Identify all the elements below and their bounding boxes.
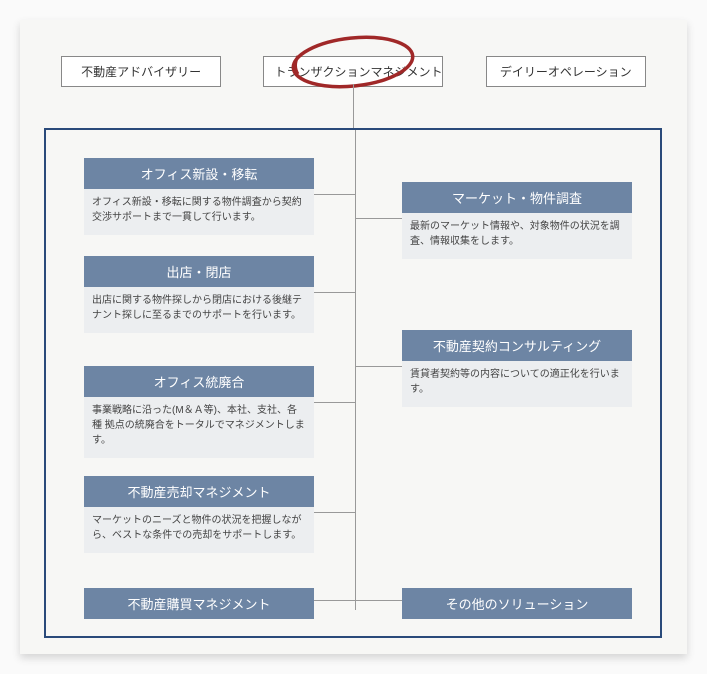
card-consolidation: オフィス統廃合 事業戦略に沿った(M＆Ａ等)、本社、支社、各種 拠点の統廃合をト… <box>84 366 314 458</box>
card-body: 最新のマーケット情報や、対象物件の状況を調査、情報収集をします。 <box>402 213 632 259</box>
connector <box>314 292 355 293</box>
card-other-solutions: その他のソリューション <box>402 588 632 619</box>
connector <box>353 84 354 128</box>
card-contract-consulting: 不動産契約コンサルティング 賃貸者契約等の内容についての適正化を行います。 <box>402 330 632 407</box>
connector <box>314 402 355 403</box>
card-purchase-mgmt: 不動産購買マネジメント <box>84 588 314 619</box>
card-body: 事業戦略に沿った(M＆Ａ等)、本社、支社、各種 拠点の統廃合をトータルでマネジメ… <box>84 397 314 458</box>
card-body: 賃貸者契約等の内容についての適正化を行います。 <box>402 361 632 407</box>
card-body: マーケットのニーズと物件の状況を把握しながら、ベストな条件での売却をサポートしま… <box>84 507 314 553</box>
connector <box>355 600 402 601</box>
card-title: オフィス統廃合 <box>84 366 314 397</box>
card-office-new: オフィス新設・移転 オフィス新設・移転に関する物件調査から契約交渉サポートまで一… <box>84 158 314 235</box>
main-container: オフィス新設・移転 オフィス新設・移転に関する物件調査から契約交渉サポートまで一… <box>44 128 662 638</box>
card-market-research: マーケット・物件調査 最新のマーケット情報や、対象物件の状況を調査、情報収集をし… <box>402 182 632 259</box>
connector <box>314 512 355 513</box>
connector <box>314 600 355 601</box>
diagram-canvas: 不動産アドバイザリー トランザクションマネジメント デイリーオペレーション オフ… <box>20 20 687 654</box>
tab-advisory: 不動産アドバイザリー <box>61 56 221 87</box>
card-body: 出店に関する物件探しから閉店における後継テナント探しに至るまでのサポートを行いま… <box>84 287 314 333</box>
connector <box>355 366 402 367</box>
tab-transaction: トランザクションマネジメント <box>263 56 443 87</box>
card-open-close: 出店・閉店 出店に関する物件探しから閉店における後継テナント探しに至るまでのサポ… <box>84 256 314 333</box>
card-sale-mgmt: 不動産売却マネジメント マーケットのニーズと物件の状況を把握しながら、ベストな条… <box>84 476 314 553</box>
connector <box>355 218 402 219</box>
top-tabs-row: 不動産アドバイザリー トランザクションマネジメント デイリーオペレーション <box>20 56 687 87</box>
connector <box>314 194 355 195</box>
card-title: 出店・閉店 <box>84 256 314 287</box>
tab-daily: デイリーオペレーション <box>486 56 646 87</box>
card-title: 不動産売却マネジメント <box>84 476 314 507</box>
card-title: 不動産契約コンサルティング <box>402 330 632 361</box>
connector <box>355 130 356 610</box>
card-title: オフィス新設・移転 <box>84 158 314 189</box>
card-body: オフィス新設・移転に関する物件調査から契約交渉サポートまで一貫して行います。 <box>84 189 314 235</box>
card-title: マーケット・物件調査 <box>402 182 632 213</box>
